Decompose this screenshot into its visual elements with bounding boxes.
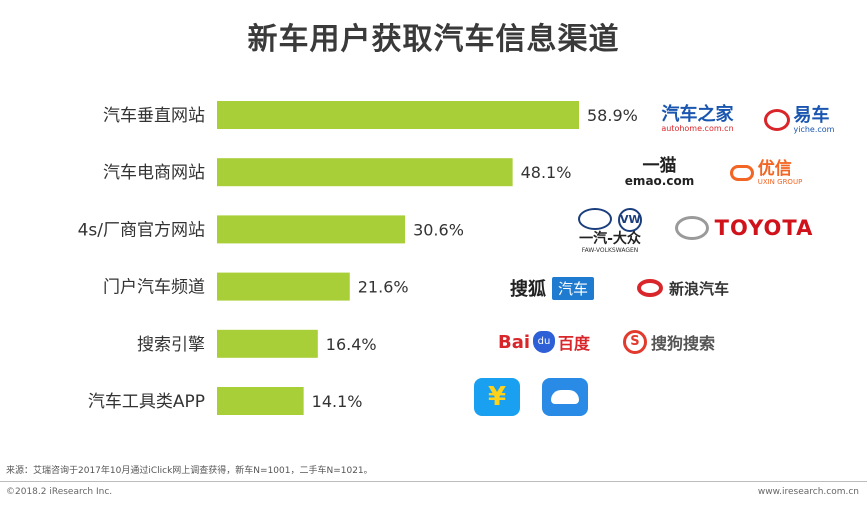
page-title: 新车用户获取汽车信息渠道 (247, 22, 620, 57)
bar (217, 387, 304, 415)
category-label: 门户汽车频道 (103, 278, 205, 298)
category-label: 汽车工具类APP (88, 392, 205, 412)
website: www.iresearch.com.cn (757, 487, 859, 497)
autohome-logo: 汽车之家 autohome.com.cn (661, 104, 734, 134)
category-label: 4s/厂商官方网站 (78, 220, 205, 240)
copyright: ©2018.2 iResearch Inc. (6, 487, 113, 497)
bar (217, 158, 513, 187)
bar (217, 215, 406, 244)
value-label: 16.4% (326, 335, 377, 354)
emao-logo: 一猫 emao.com (624, 156, 695, 188)
bar (217, 272, 350, 301)
value-label: 30.6% (413, 220, 464, 239)
app-icon-yen: ¥ (474, 378, 520, 416)
bar (217, 329, 318, 358)
sina-auto-logo: 新浪汽车 (622, 273, 744, 303)
sohu-auto-logo: 搜狐 汽车 (497, 273, 607, 303)
faw-vw-logo: VW 一汽-大众 FAW-VOLKSWAGEN (560, 205, 660, 257)
app-icon-car (542, 378, 588, 416)
bar-chart: 汽车垂直网站 58.9% 汽车电商网站 48.1% 4s/厂商官方网站 30.6% 门户汽车… (78, 101, 638, 415)
category-label: 汽车电商网站 (103, 163, 205, 183)
bar (217, 101, 579, 129)
value-label: 14.1% (312, 392, 363, 411)
footer-divider (0, 481, 867, 482)
category-label: 汽车垂直网站 (103, 106, 205, 126)
value-label: 48.1% (521, 163, 572, 182)
uxin-logo: 优信 UXIN GROUP (720, 157, 812, 189)
yiche-logo: 易车 yiche.com (753, 104, 845, 136)
baidu-logo: Bai du 百度 (497, 331, 591, 353)
toyota-logo: TOYOTA (668, 211, 820, 245)
value-label: 21.6% (358, 278, 409, 297)
value-label: 58.9% (587, 106, 638, 125)
sogou-logo: S 搜狗搜索 (610, 327, 728, 357)
category-label: 搜索引擎 (137, 335, 205, 355)
source-note: 来源：艾瑞咨询于2017年10月通过iClick网上调查获得，新车N=1001，… (6, 466, 373, 476)
